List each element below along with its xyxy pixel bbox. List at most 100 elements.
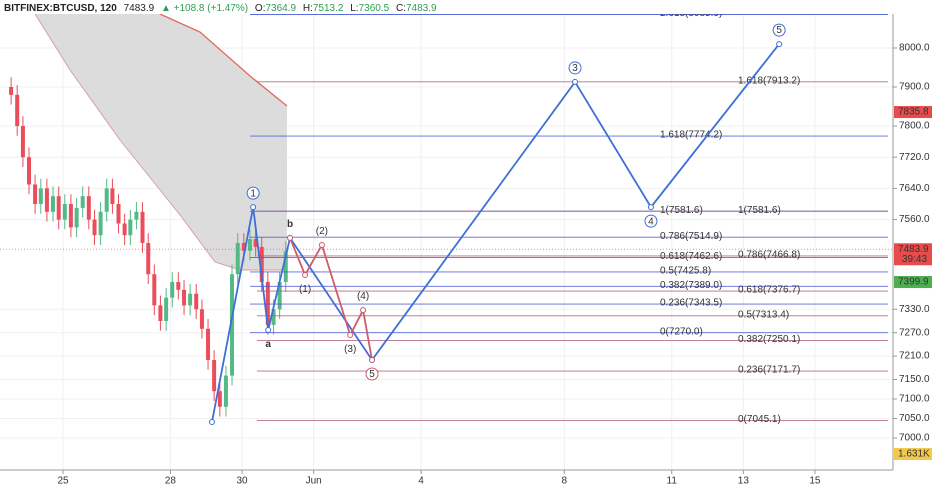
fib-label: 0(7045.1) [738,414,781,425]
candle-body [92,219,97,236]
candle-body [134,211,139,220]
wave-label: 4 [648,216,654,227]
ohlc-name: H: [303,3,313,14]
x-tick-label: 25 [57,476,69,487]
symbol: BITFINEX:BTCUSD, 120 [4,3,117,14]
price-tag-label: 7483.9 [898,244,929,255]
candle-body [50,196,55,212]
wave-label: (2) [316,226,328,237]
candle-body [206,328,211,360]
candle-body [86,196,91,220]
y-tick-label: 7050.0 [899,413,930,424]
fib-label: 0.5(7313.4) [738,309,789,320]
price-tag [894,106,932,119]
x-tick-label: 4 [418,476,424,487]
candle-body [140,211,145,243]
candle-body [259,246,264,282]
candle-body [253,239,258,247]
y-tick-label: 7100.0 [899,394,930,405]
candle-body [164,297,169,321]
fib-label: 1.618(7913.2) [738,75,800,86]
candle-body [98,211,103,236]
y-tick-label: 7720.0 [899,152,930,163]
candle-body [128,219,133,236]
volume-tag-label: 1.631K [898,449,930,460]
wave-point [302,271,309,278]
indicator-cloud [34,14,288,271]
y-tick-label: 7000.0 [899,433,930,444]
candle-body [199,309,204,329]
candle-body [194,293,199,310]
candle-body [247,239,252,251]
y-tick-label: 7270.0 [899,327,930,338]
y-tick-label: 7210.0 [899,351,930,362]
candle-body [56,196,61,220]
fib-label: 0.382(7389.0) [660,280,722,291]
price-tag-label: 7399.9 [898,277,929,288]
wave-label-ring [772,23,786,37]
x-tick-label: 15 [809,476,821,487]
x-tick-label: 13 [738,476,750,487]
wave-label-ring [246,186,260,200]
candle-body [230,274,235,376]
candle-body [158,305,163,321]
wave-label-ring [644,214,658,228]
candle-body [122,223,127,236]
candle-body [44,188,49,212]
candle-body [170,281,175,298]
x-tick-label: Jun [306,476,322,487]
candle-body [277,281,282,310]
fib-label: 0.618(7376.7) [738,285,800,296]
candle-body [80,196,85,208]
candle-body [116,203,121,224]
fib-label: 1.618(7774.2) [660,130,722,141]
candle-body [235,242,240,275]
wave-point [265,326,272,333]
wave-label: 5 [776,25,782,36]
ohlc-value: 7360.5 [359,3,390,14]
fib-label: 2.618(8085.9) [660,8,722,19]
candle-body [27,157,32,185]
wave-label: (3) [344,344,356,355]
axes: 8000.0 7900.0 7800.0 7720.0 7640.0 7560.0 7330… [57,43,932,487]
wave-point [647,204,654,211]
wave-label: (4) [357,291,369,302]
cloud-edge [159,14,288,107]
price-tag-label: 7835.8 [898,107,929,118]
wave-label: (1) [299,284,311,295]
wave-path [211,43,780,423]
wave-label: a [265,339,271,350]
candle-body [182,289,187,306]
candle-body [20,126,25,158]
fib-label: 1(7581.6) [660,205,703,216]
ohlc-name: C: [396,3,406,14]
candle-body [217,391,222,407]
candle-body [9,87,14,95]
wave-point [776,41,783,48]
wave-point [369,356,376,363]
change: ▲ +108.8 (+1.47%) [161,3,248,14]
candle-body [176,281,181,290]
candle-body [33,184,38,204]
ohlc-value: 7364.9 [265,3,296,14]
y-tick-label: 7800.0 [899,121,930,132]
fib-label: 0.236(7171.7) [738,365,800,376]
wave-path [289,237,373,361]
candle-body [212,359,217,392]
wave-label-ring [365,367,379,381]
wave-point [318,241,325,248]
y-tick-label: 8000.0 [899,43,930,54]
wave-point [572,78,579,85]
fib-label: 0.618(7462.6) [660,251,722,262]
x-tick-label: 8 [562,476,568,487]
fib-label: 0.382(7250.1) [738,334,800,345]
price-tag-sub: 39:43 [902,254,927,265]
candle-body [152,274,157,306]
cloud-fill [35,14,287,270]
candle-body [68,203,73,228]
fib-label: 0.786(7514.9) [660,231,722,242]
y-tick-label: 7330.0 [899,304,930,315]
header: BITFINEX:BTCUSD, 120 7483.9 ▲ +108.8 (+1… [4,3,437,14]
wave-point [360,307,367,314]
